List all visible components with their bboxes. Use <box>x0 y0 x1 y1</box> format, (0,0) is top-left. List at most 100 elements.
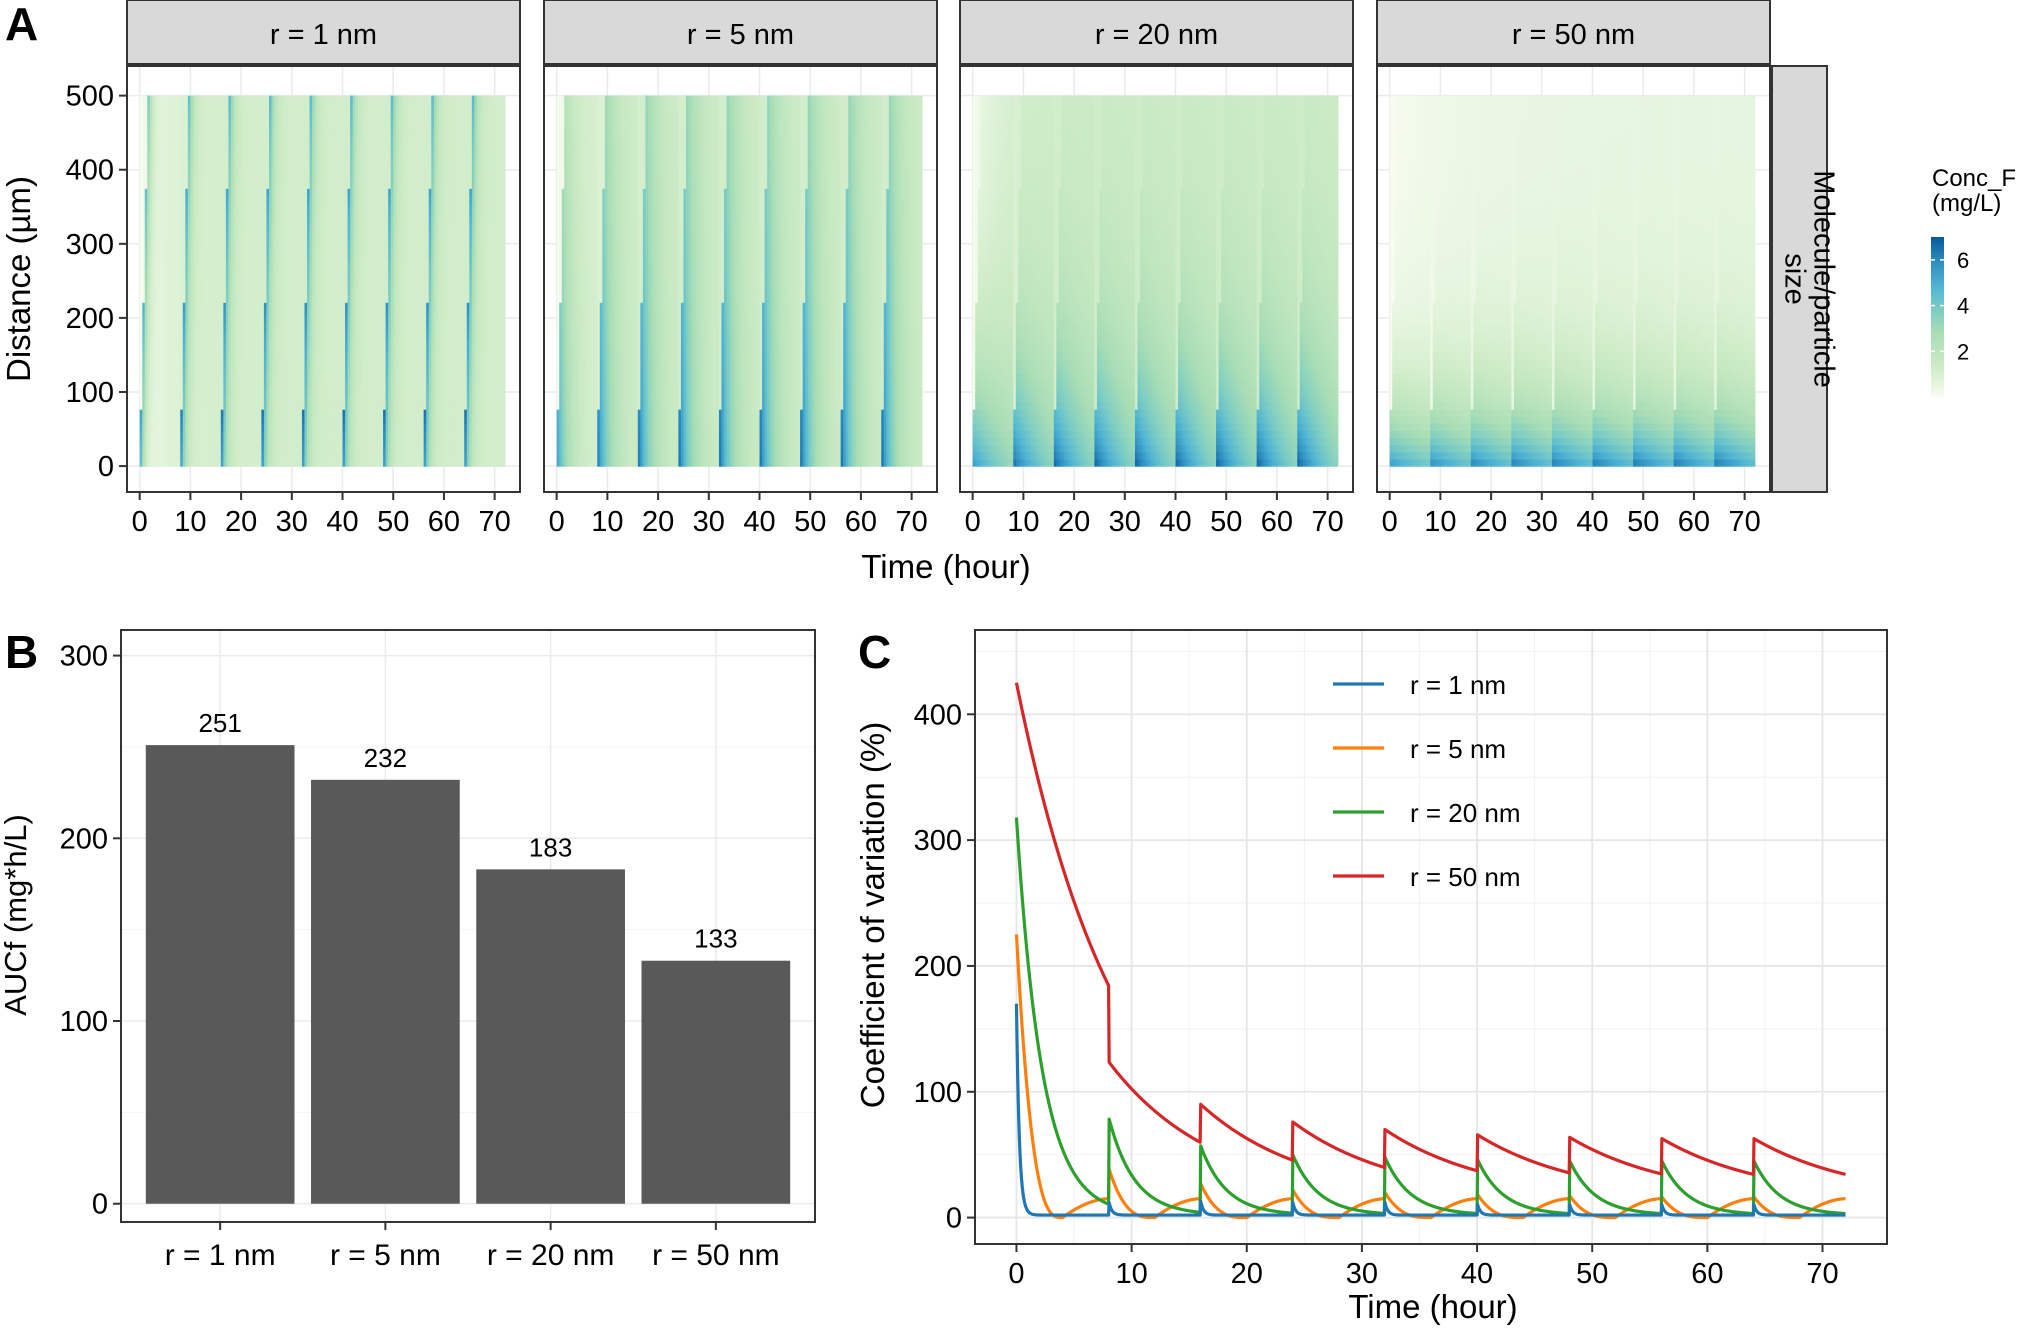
heatmap-cell <box>286 366 290 375</box>
heatmap-cell <box>182 330 186 339</box>
heatmap-cell <box>284 323 288 332</box>
heatmap-cell <box>205 131 209 139</box>
heatmap-cell <box>215 316 219 325</box>
heatmap-cell <box>210 430 214 439</box>
heatmap-cell <box>236 195 240 204</box>
heatmap-cell <box>258 401 262 410</box>
heatmap-cell <box>190 344 194 353</box>
heatmap-cell <box>236 366 240 375</box>
heatmap-cell <box>210 387 214 396</box>
heatmap-cell <box>195 95 199 104</box>
heatmap-cell <box>152 401 156 410</box>
heatmap-cell <box>263 117 268 125</box>
heatmap-cell <box>246 366 250 375</box>
heatmap-cell <box>233 401 237 410</box>
heatmap-cell <box>271 138 275 147</box>
heatmap-cell <box>149 352 153 360</box>
heatmap-cell <box>152 458 156 467</box>
heatmap-cell <box>154 188 159 196</box>
heatmap-cell <box>241 458 245 467</box>
heatmap-cell <box>218 352 222 360</box>
heatmap-cell <box>263 238 268 246</box>
heatmap-cell <box>152 259 156 268</box>
heatmap-cell <box>154 316 159 325</box>
heatmap-cell <box>263 159 268 168</box>
heatmap-cell <box>210 330 214 339</box>
heatmap-cell <box>251 145 255 154</box>
heatmap-cell <box>190 380 194 389</box>
heatmap-cell <box>246 273 250 282</box>
heatmap-cell <box>248 302 252 310</box>
heatmap-cell <box>223 366 227 375</box>
heatmap-cell <box>195 352 199 360</box>
heatmap-cell <box>263 280 268 289</box>
heatmap-cell <box>200 451 204 460</box>
heatmap-cell <box>241 337 245 346</box>
heatmap-cell <box>230 102 235 111</box>
heatmap-cell <box>208 131 212 139</box>
heatmap-cell <box>279 401 283 410</box>
heatmap-cell <box>162 430 166 439</box>
heatmap-cell <box>291 316 295 325</box>
heatmap-cell <box>261 159 265 168</box>
heatmap-cell <box>157 259 161 268</box>
heatmap-cell <box>233 273 237 282</box>
heatmap-cell <box>223 302 227 310</box>
heatmap-cell <box>205 95 209 104</box>
heatmap-cell <box>241 117 245 125</box>
heatmap-cell <box>294 216 298 225</box>
heatmap-cell <box>149 252 153 261</box>
heatmap-cell <box>149 109 153 118</box>
heatmap-cell <box>261 416 265 424</box>
heatmap-cell <box>187 409 191 417</box>
heatmap-cell <box>258 302 262 310</box>
heatmap-cell <box>258 245 262 253</box>
heatmap-cell <box>170 230 174 239</box>
heatmap-cell <box>172 202 176 211</box>
heatmap-cell <box>195 174 199 182</box>
heatmap-cell <box>157 387 161 396</box>
heatmap-cell <box>223 209 227 218</box>
heatmap-cell <box>213 451 217 460</box>
heatmap-cell <box>195 216 199 225</box>
heatmap-cell <box>261 109 265 118</box>
heatmap-cell <box>233 323 237 332</box>
heatmap-cell <box>223 387 227 396</box>
heatmap-cell <box>154 409 159 417</box>
heatmap-cell <box>279 216 283 225</box>
heatmap-cell <box>233 138 237 147</box>
heatmap-cell <box>157 302 161 310</box>
heatmap-cell <box>263 380 268 389</box>
heatmap-cell <box>170 337 174 346</box>
heatmap-cell <box>248 323 252 332</box>
heatmap-cell <box>279 273 283 282</box>
heatmap-cell <box>139 409 143 417</box>
heatmap-cell <box>144 202 148 211</box>
heatmap-cell <box>139 159 143 168</box>
heatmap-cell <box>281 394 285 403</box>
heatmap-cell <box>228 302 232 310</box>
heatmap-cell <box>180 352 184 360</box>
heatmap-cell <box>236 352 240 360</box>
heatmap-cell <box>175 145 179 154</box>
heatmap-cell <box>241 352 245 360</box>
heatmap-cell <box>147 95 151 104</box>
heatmap-cell <box>281 117 285 125</box>
heatmap-cell <box>246 102 250 111</box>
heatmap-cell <box>162 337 166 346</box>
heatmap-cell <box>266 109 270 118</box>
heatmap-cell <box>284 138 288 147</box>
heatmap-cell <box>215 373 219 382</box>
heatmap-cell <box>228 423 232 432</box>
heatmap-cell <box>268 323 273 332</box>
heatmap-cell <box>210 309 214 318</box>
heatmap-cell <box>256 280 260 289</box>
heatmap-cell <box>248 330 252 339</box>
heatmap-cell <box>152 117 156 125</box>
heatmap-cell <box>289 302 293 310</box>
heatmap-cell <box>263 323 268 332</box>
heatmap-cell <box>152 330 156 339</box>
heatmap-cell <box>149 451 153 460</box>
heatmap-cell <box>294 430 298 439</box>
heatmap-cell <box>274 174 278 182</box>
